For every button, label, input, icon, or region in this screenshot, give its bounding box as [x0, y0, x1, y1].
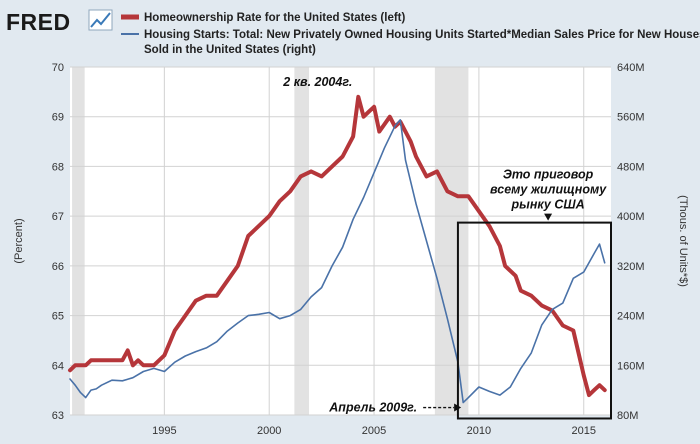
left-tick-label: 63: [52, 410, 64, 422]
left-axis-title: (Percent): [13, 218, 25, 263]
x-tick-label: 2015: [571, 425, 595, 437]
right-tick-label: 240M: [617, 311, 645, 323]
annotation-verdict: Это приговор всему жилищному рынку США: [490, 167, 607, 211]
left-tick-label: 67: [52, 211, 64, 223]
fred-logo: FRED: [6, 9, 113, 35]
annotation-april-2009-arrowhead: [454, 403, 462, 412]
legend-entry-housing-starts: Housing Starts: Total: New Privately Own…: [144, 29, 700, 56]
series-line-homeownership: [68, 94, 607, 398]
plot-area: [70, 67, 611, 415]
right-axis: 80M 160M 240M 320M 400M 480M 560M 640M: [617, 62, 645, 422]
x-tick-label: 2010: [467, 425, 491, 437]
fred-logo-text: FRED: [6, 9, 71, 35]
right-tick-label: 480M: [617, 161, 645, 173]
recession-band: [294, 67, 310, 415]
left-tick-label: 65: [52, 311, 64, 323]
left-axis: 63 64 65 66 67 68 69 70: [52, 62, 64, 422]
annotations: 2 кв. 2004г. Это приговор всему жилищному р…: [282, 75, 612, 420]
legend-entry-homeownership: Homeownership Rate for the United States…: [144, 12, 406, 24]
left-tick-label: 64: [52, 360, 64, 372]
left-tick-label: 69: [52, 112, 64, 124]
x-axis: 1995 2000 2005 2010 2015: [152, 425, 596, 437]
fred-logo-graph-icon: [88, 9, 113, 31]
annotation-april-2009: Апрель 2009г.: [328, 401, 417, 415]
x-tick-label: 2005: [362, 425, 386, 437]
x-tick-label: 1995: [152, 425, 176, 437]
annotation-verdict-arrowhead: [544, 213, 553, 221]
right-tick-label: 640M: [617, 62, 645, 74]
recession-band: [72, 67, 85, 415]
x-tick-label: 2000: [257, 425, 281, 437]
annotation-peak-2004: 2 кв. 2004г.: [282, 75, 352, 89]
left-tick-label: 68: [52, 161, 64, 173]
right-tick-label: 560M: [617, 112, 645, 124]
left-tick-label: 70: [52, 62, 64, 74]
right-tick-label: 320M: [617, 261, 645, 273]
left-tick-label: 66: [52, 261, 64, 273]
right-tick-label: 80M: [617, 410, 638, 422]
right-tick-label: 400M: [617, 211, 645, 223]
right-tick-label: 160M: [617, 360, 645, 372]
series: [68, 94, 607, 404]
right-axis-title: (Thous. of Units*$): [677, 195, 689, 287]
recession-bands: [72, 67, 469, 415]
series-line-housing-starts: [69, 119, 606, 404]
legend: Homeownership Rate for the United States…: [121, 12, 700, 56]
grid: [70, 66, 611, 416]
highlight-box: [456, 221, 612, 420]
recession-band: [434, 67, 469, 415]
